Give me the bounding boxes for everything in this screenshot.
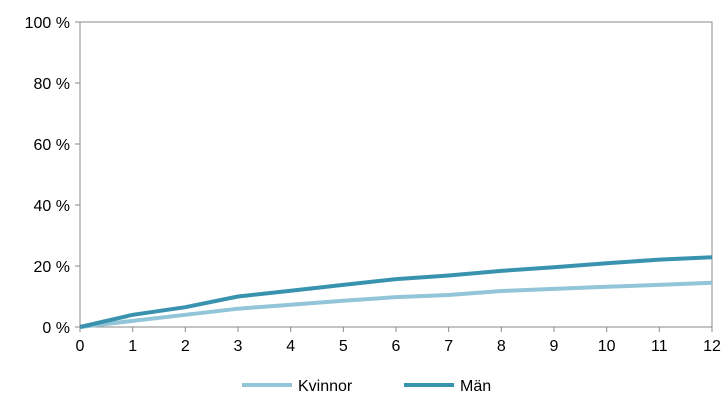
plot-area [79, 21, 713, 328]
series-lines [79, 255, 713, 329]
x-tick-label: 0 [76, 338, 85, 355]
x-tick-label: 4 [286, 338, 295, 355]
x-tick-label: 12 [703, 338, 721, 355]
y-tick-label: 0 % [42, 320, 70, 337]
y-tick-label: 100 % [25, 15, 70, 32]
y-axis: 0 % 20 % 40 % 60 % 80 % 100 % [25, 15, 80, 337]
series-line-kvinnor [79, 280, 713, 329]
y-tick-label: 40 % [34, 198, 70, 215]
x-tick-label: 6 [392, 338, 401, 355]
y-tick-label: 60 % [34, 137, 70, 154]
x-tick-label: 11 [651, 338, 668, 355]
series-line-män [79, 255, 713, 329]
x-tick-label: 9 [550, 338, 559, 355]
legend-label-män: Män [460, 378, 491, 395]
x-axis: 0 1 2 3 4 5 6 7 8 9 10 11 12 [76, 327, 721, 355]
x-tick-label: 7 [444, 338, 453, 355]
x-tick-label: 2 [181, 338, 190, 355]
x-tick-label: 3 [234, 338, 243, 355]
x-tick-label: 5 [339, 338, 348, 355]
y-tick-label: 20 % [34, 259, 70, 276]
x-tick-label: 10 [598, 338, 616, 355]
x-tick-label: 8 [497, 338, 506, 355]
x-tick-label: 1 [128, 338, 137, 355]
legend: Kvinnor Män [242, 378, 491, 395]
y-tick-label: 80 % [34, 76, 70, 93]
legend-label-kvinnor: Kvinnor [298, 378, 353, 395]
